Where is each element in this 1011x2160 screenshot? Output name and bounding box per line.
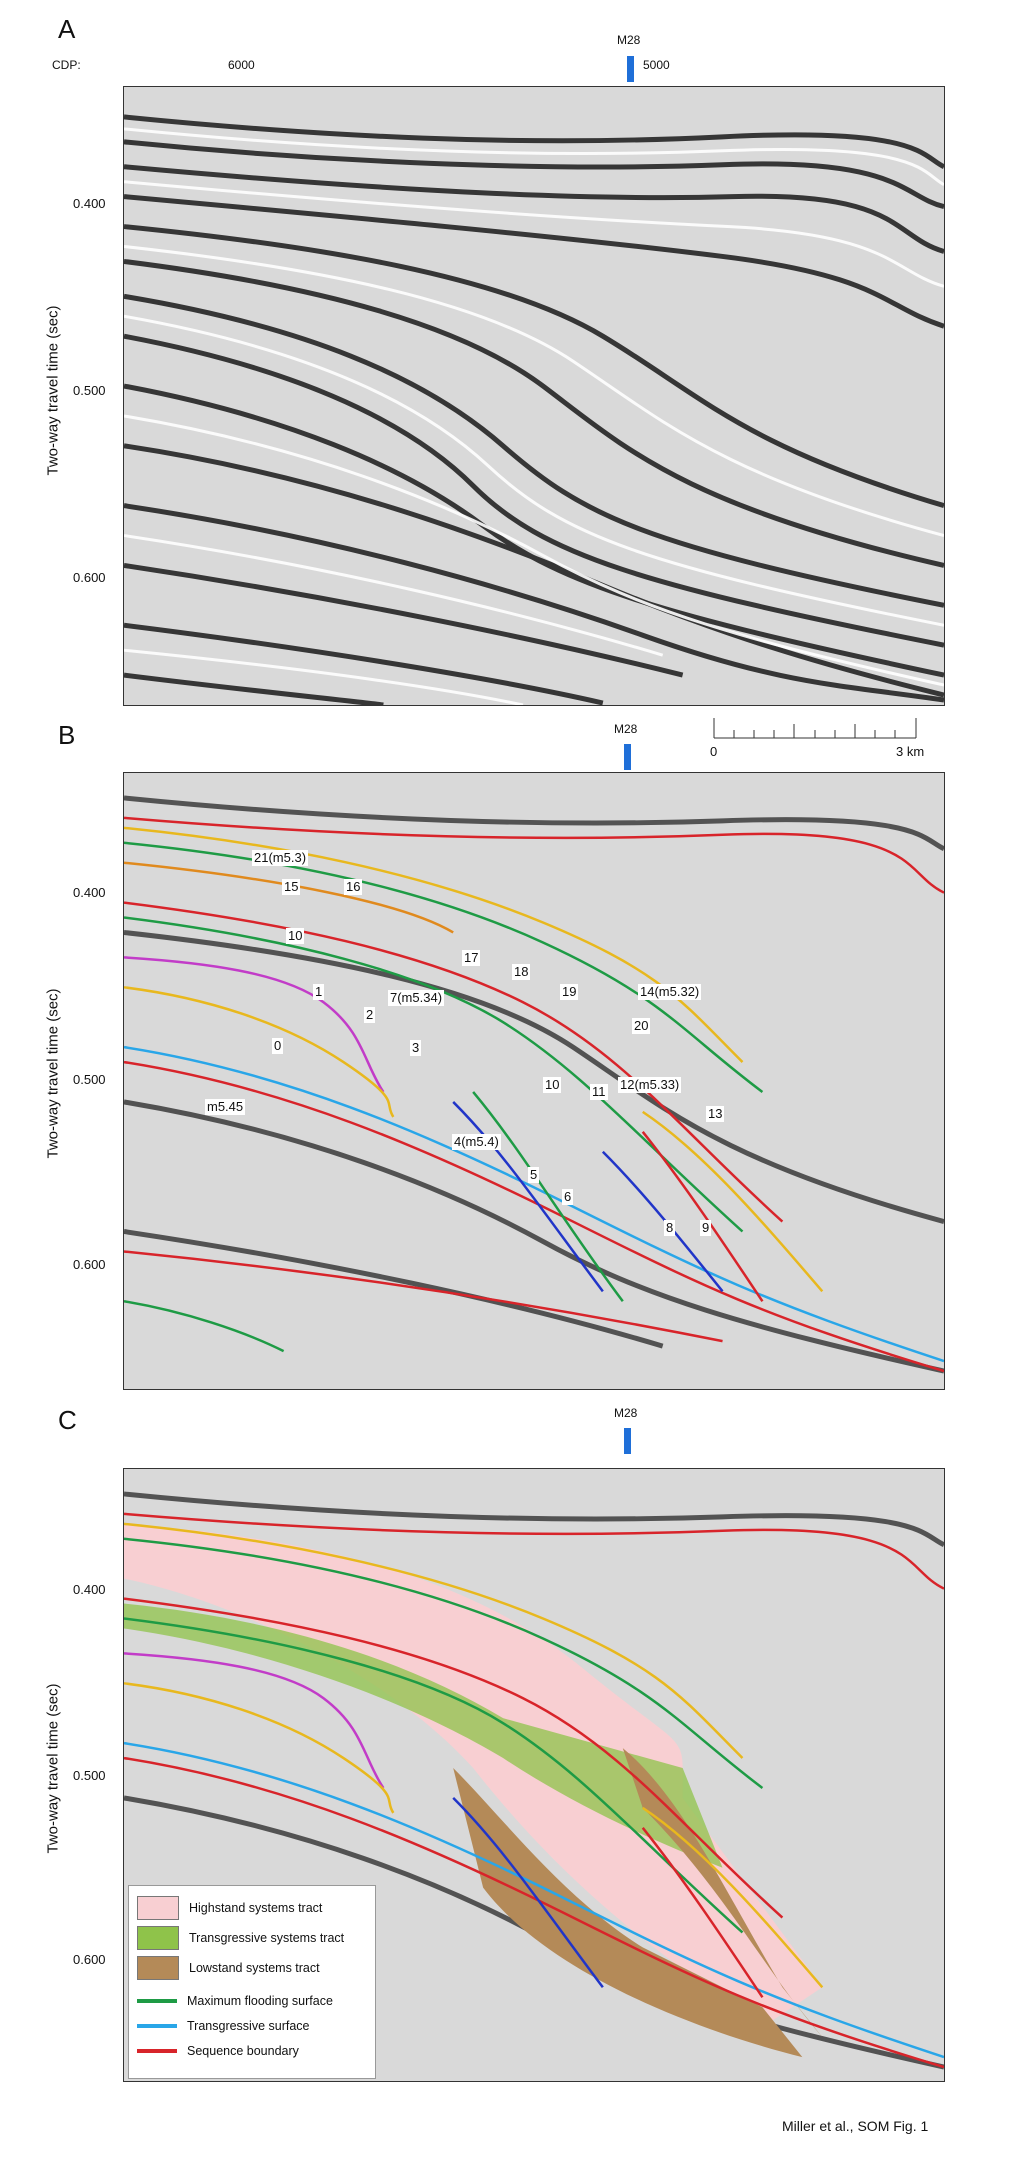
panel-a-letter: A	[58, 14, 76, 44]
highstand-tract-fill	[124, 1523, 823, 2028]
well-label-a: M28	[617, 33, 641, 47]
cdp-value-5000: 5000	[643, 58, 670, 72]
horizon-label-3: 3	[410, 1040, 422, 1056]
figure-credit: Miller et al., SOM Fig. 1	[782, 2118, 929, 2134]
horizon-label-13: 13	[706, 1106, 725, 1122]
legend-item-transgressive-tract: Transgressive systems tract	[137, 1926, 344, 1950]
cdp-value-6000: 6000	[228, 58, 255, 72]
y-tick-b-0500: 0.500	[73, 1072, 106, 1087]
y-tick-c-0400: 0.400	[73, 1582, 106, 1597]
horizon-label-12: 12(m5.33)	[618, 1077, 682, 1093]
lowstand-swatch	[137, 1956, 179, 1980]
y-tick-a-0600: 0.600	[73, 570, 106, 585]
horizon-label-20: 20	[632, 1018, 651, 1034]
legend-item-ts: Transgressive surface	[137, 2019, 310, 2033]
legend-item-lowstand: Lowstand systems tract	[137, 1956, 320, 1980]
mfs-line	[137, 1999, 177, 2003]
legend-item-mfs: Maximum flooding surface	[137, 1994, 333, 2008]
legend-label-mfs: Maximum flooding surface	[187, 1994, 333, 2008]
horizon-label-10-lower: 10	[543, 1077, 562, 1093]
legend-label-sb: Sequence boundary	[187, 2044, 299, 2058]
y-tick-b-0600: 0.600	[73, 1257, 106, 1272]
horizon-label-11: 11	[590, 1084, 608, 1100]
well-marker-c	[624, 1428, 631, 1454]
legend: Highstand systems tract Transgressive sy…	[128, 1885, 376, 2079]
horizon-label-10-upper: 10	[286, 928, 305, 944]
horizon-label-4: 4(m5.4)	[452, 1134, 501, 1150]
scale-start: 0	[710, 744, 718, 759]
y-tick-a-0400: 0.400	[73, 196, 106, 211]
seismic-profile-c	[123, 1468, 945, 2082]
y-axis-label-c: Two-way travel time (sec)	[44, 1683, 62, 1854]
well-label-c: M28	[614, 1406, 638, 1420]
scale-bar	[712, 714, 918, 740]
horizon-label-16: 16	[344, 879, 363, 895]
panel-b-letter: B	[58, 720, 76, 750]
horizon-label-2: 2	[364, 1007, 376, 1023]
horizon-label-15: 15	[282, 879, 301, 895]
seismic-profile-a	[123, 86, 945, 706]
y-tick-c-0600: 0.600	[73, 1952, 106, 1967]
horizon-label-7: 7(m5.34)	[388, 990, 445, 1006]
transgressive-tract-fill	[124, 1603, 723, 1868]
horizon-label-21: 21(m5.3)	[252, 850, 309, 866]
legend-label-highstand: Highstand systems tract	[189, 1901, 323, 1915]
well-marker-a	[627, 56, 634, 82]
sb-line	[137, 2049, 177, 2053]
horizon-label-18: 18	[512, 964, 531, 980]
transgressive-swatch	[137, 1926, 179, 1950]
lowstand-tract-fill-2	[622, 1748, 823, 2038]
legend-label-ts: Transgressive surface	[187, 2019, 310, 2033]
panel-c-letter: C	[58, 1405, 77, 1435]
horizon-label-6: 6	[562, 1189, 574, 1205]
legend-label-lowstand: Lowstand systems tract	[189, 1961, 320, 1975]
horizon-label-19: 19	[560, 984, 579, 1000]
horizon-label-5: 5	[528, 1167, 540, 1183]
horizon-label-m545: m5.45	[205, 1099, 246, 1115]
legend-item-highstand: Highstand systems tract	[137, 1896, 322, 1920]
well-label-b: M28	[614, 722, 638, 736]
horizon-label-17: 17	[462, 950, 481, 966]
y-axis-label-a: Two-way travel time (sec)	[44, 305, 62, 476]
legend-label-transgressive-tract: Transgressive systems tract	[189, 1931, 345, 1945]
horizon-label-8: 8	[664, 1220, 676, 1236]
seismic-profile-b	[123, 772, 945, 1390]
y-tick-a-0500: 0.500	[73, 383, 106, 398]
y-tick-c-0500: 0.500	[73, 1768, 106, 1783]
y-axis-label-b: Two-way travel time (sec)	[44, 988, 62, 1159]
y-tick-b-0400: 0.400	[73, 885, 106, 900]
horizon-label-9: 9	[700, 1220, 712, 1236]
scale-end: 3 km	[896, 744, 925, 759]
cdp-label: CDP:	[52, 58, 81, 72]
ts-line	[137, 2024, 177, 2028]
highstand-swatch	[137, 1896, 179, 1920]
horizon-label-0: 0	[272, 1038, 284, 1054]
legend-item-sb: Sequence boundary	[137, 2044, 299, 2058]
horizon-label-1: 1	[313, 984, 325, 1000]
well-marker-b	[624, 744, 631, 770]
horizon-label-14: 14(m5.32)	[638, 984, 702, 1000]
